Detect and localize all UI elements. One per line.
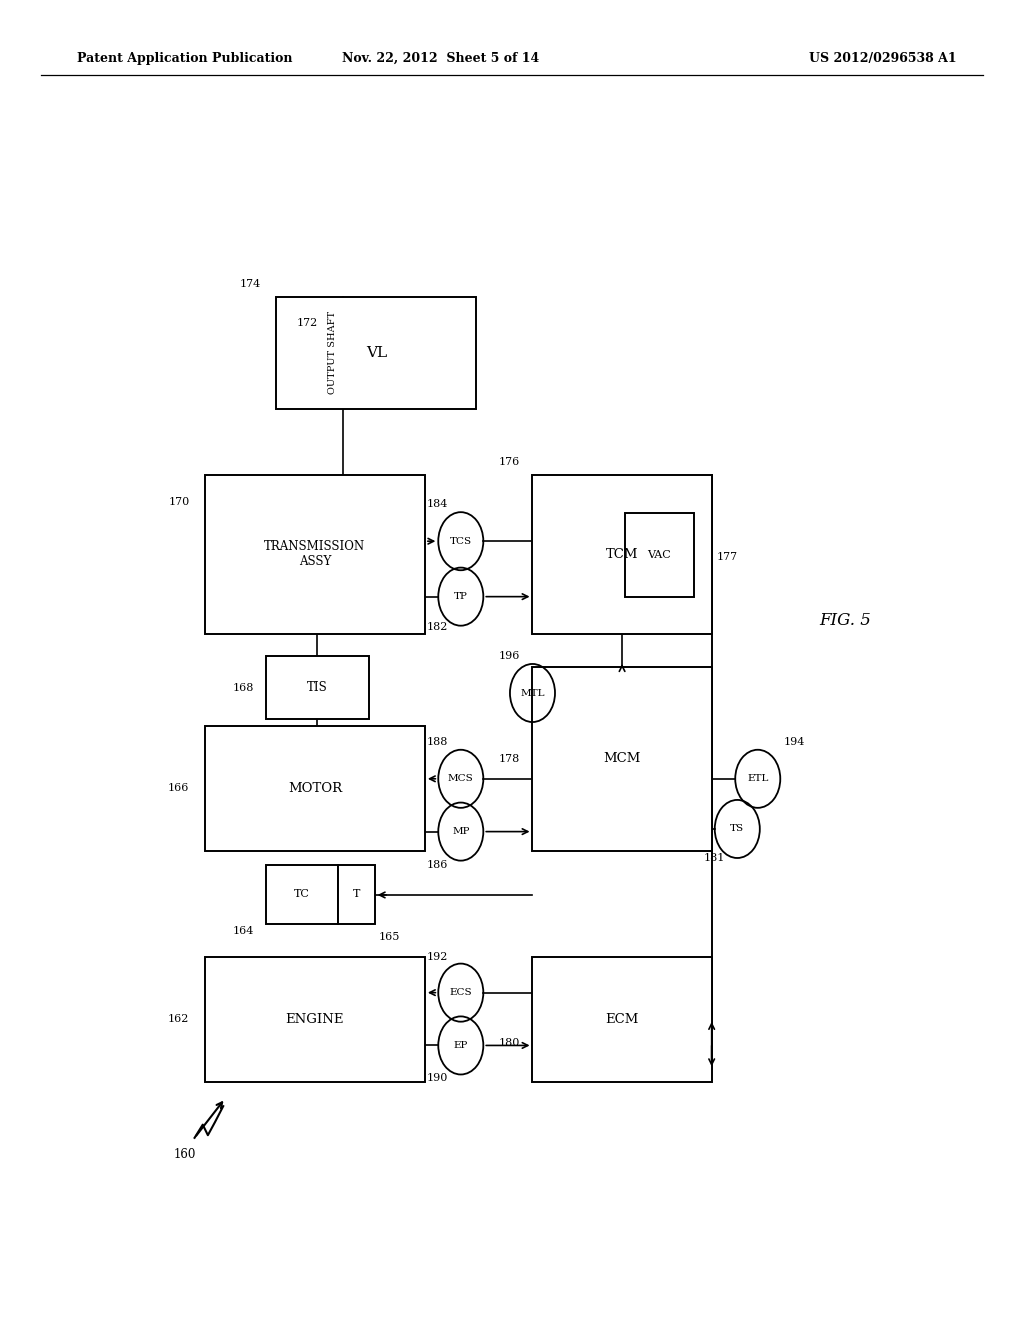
- Text: TRANSMISSION
ASSY: TRANSMISSION ASSY: [264, 540, 366, 569]
- Bar: [532, 957, 712, 1082]
- Bar: [276, 297, 476, 409]
- Text: 176: 176: [499, 457, 520, 467]
- Text: VL: VL: [366, 346, 387, 360]
- Text: TP: TP: [454, 593, 468, 601]
- Bar: [205, 475, 425, 634]
- Text: 162: 162: [168, 1014, 189, 1024]
- Text: MP: MP: [452, 828, 470, 836]
- Text: TIS: TIS: [307, 681, 328, 694]
- Bar: [532, 475, 712, 634]
- Text: 178: 178: [499, 754, 520, 764]
- Bar: [205, 726, 425, 851]
- Text: OUTPUT SHAFT: OUTPUT SHAFT: [329, 312, 337, 393]
- Text: Patent Application Publication: Patent Application Publication: [77, 51, 292, 65]
- Text: 196: 196: [499, 651, 520, 661]
- Text: 170: 170: [168, 496, 189, 507]
- Bar: [266, 656, 369, 719]
- Text: TCS: TCS: [450, 537, 472, 545]
- Text: ENGINE: ENGINE: [286, 1014, 344, 1026]
- Text: FIG. 5: FIG. 5: [819, 612, 871, 628]
- Text: 182: 182: [427, 622, 449, 632]
- Text: T: T: [352, 890, 360, 899]
- Text: MTL: MTL: [520, 689, 545, 697]
- Text: ETL: ETL: [748, 775, 768, 783]
- Text: 164: 164: [232, 925, 254, 936]
- Text: MCM: MCM: [603, 752, 641, 766]
- Text: 160: 160: [173, 1148, 196, 1162]
- Text: Nov. 22, 2012  Sheet 5 of 14: Nov. 22, 2012 Sheet 5 of 14: [342, 51, 539, 65]
- Bar: [266, 865, 338, 924]
- Text: 188: 188: [427, 737, 449, 747]
- Bar: [205, 957, 425, 1082]
- Bar: [625, 513, 694, 597]
- Text: 174: 174: [240, 279, 261, 289]
- Text: TS: TS: [730, 825, 744, 833]
- Text: 181: 181: [703, 853, 725, 863]
- Text: US 2012/0296538 A1: US 2012/0296538 A1: [809, 51, 956, 65]
- Text: 177: 177: [717, 552, 738, 562]
- Text: TC: TC: [294, 890, 310, 899]
- Text: 165: 165: [379, 932, 400, 942]
- Bar: [338, 865, 375, 924]
- Bar: [532, 667, 712, 851]
- Text: 172: 172: [296, 318, 317, 329]
- Text: VAC: VAC: [647, 550, 672, 560]
- Text: 184: 184: [427, 499, 449, 510]
- Text: 166: 166: [168, 783, 189, 793]
- Text: ECS: ECS: [450, 989, 472, 997]
- Text: ECM: ECM: [605, 1014, 639, 1026]
- Text: 168: 168: [232, 682, 254, 693]
- Text: MOTOR: MOTOR: [288, 783, 342, 795]
- Text: 186: 186: [427, 859, 449, 870]
- Text: 192: 192: [427, 952, 449, 962]
- Text: TCM: TCM: [606, 548, 638, 561]
- Text: 194: 194: [783, 737, 805, 747]
- Text: 190: 190: [427, 1073, 449, 1084]
- Text: 180: 180: [499, 1038, 520, 1048]
- Text: MCS: MCS: [447, 775, 474, 783]
- Text: EP: EP: [454, 1041, 468, 1049]
